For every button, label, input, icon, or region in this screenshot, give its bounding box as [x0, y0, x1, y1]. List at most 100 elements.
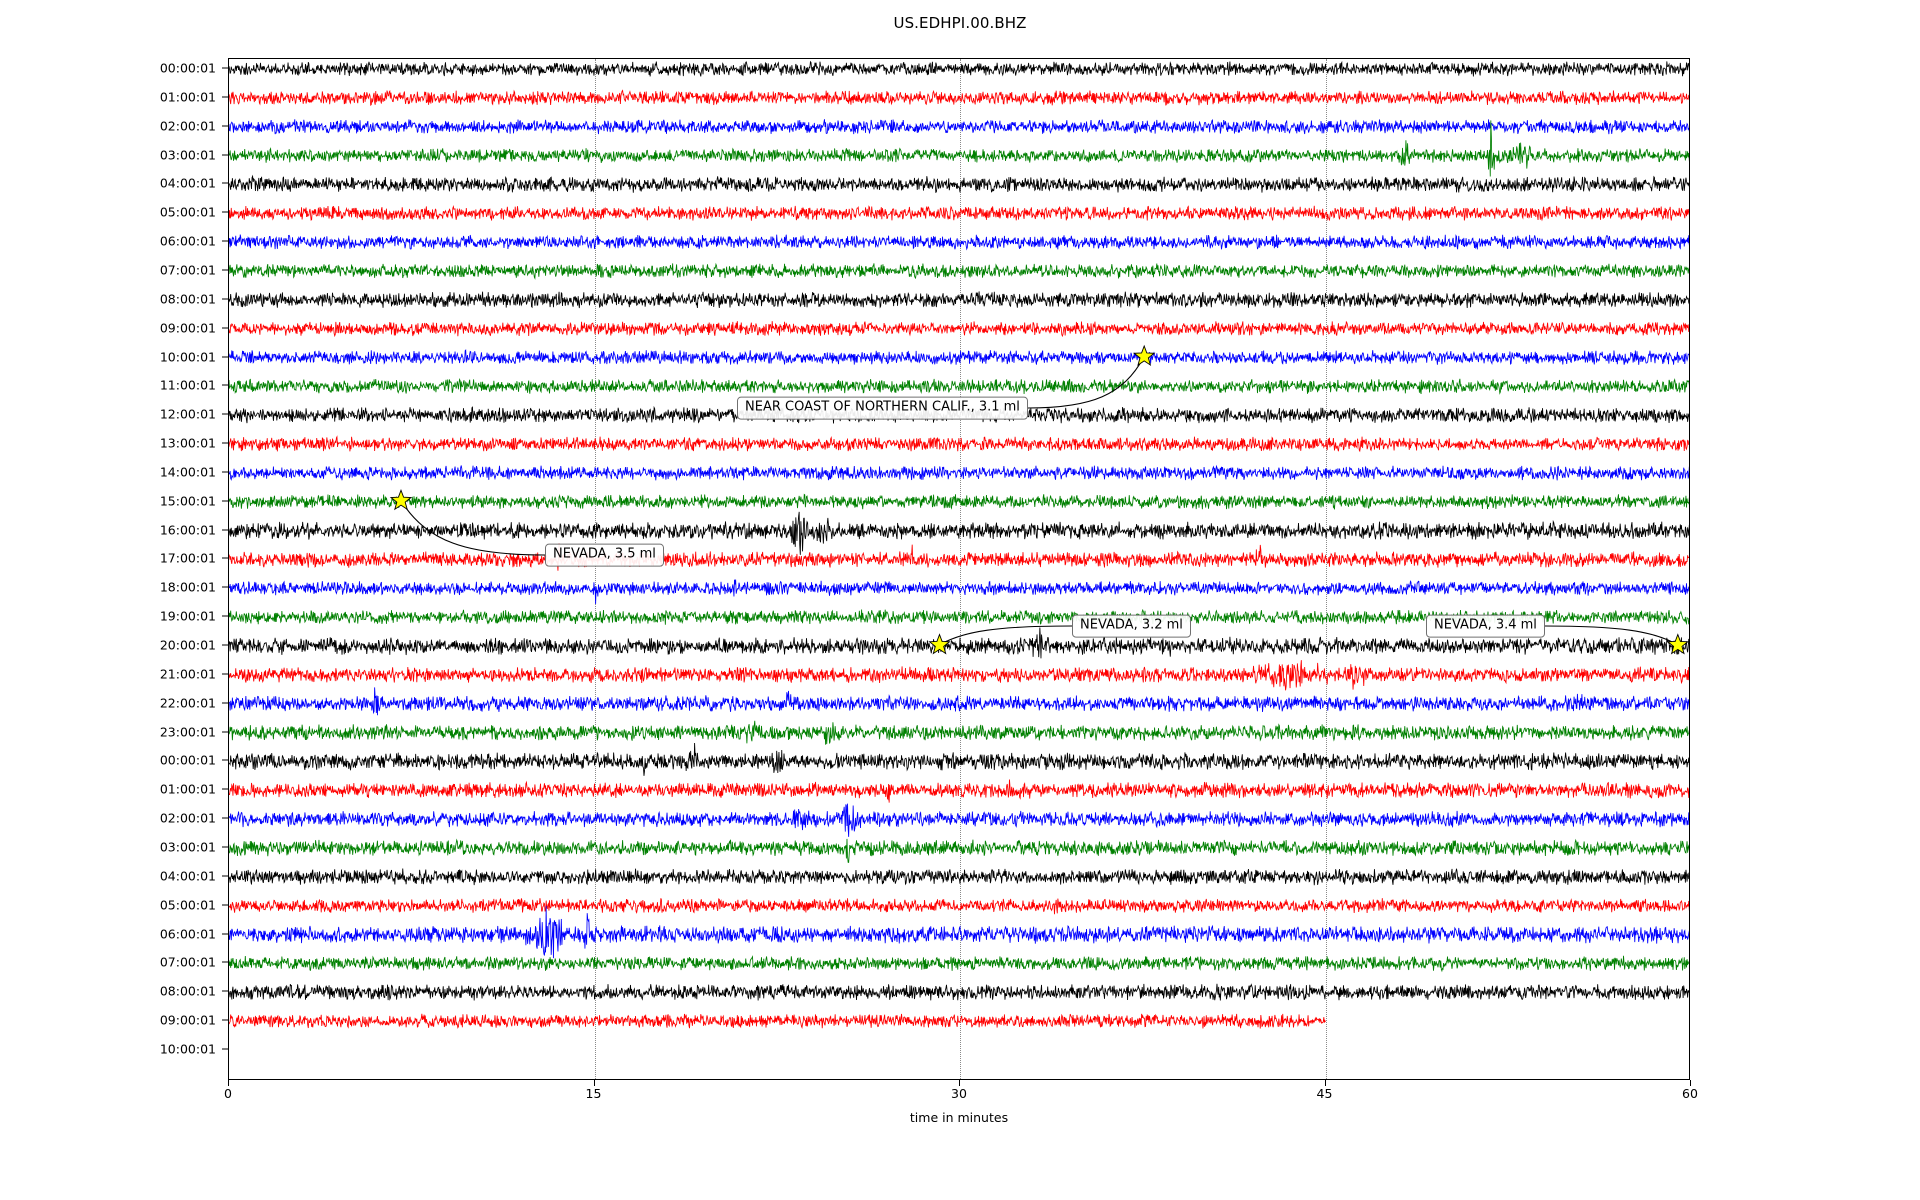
y-axis-tick-mark	[222, 1019, 228, 1021]
y-axis-tick-label: 18:00:01	[159, 579, 216, 595]
trace-line	[229, 803, 1689, 837]
y-axis-tick-mark	[222, 702, 228, 704]
y-axis-tick-label: 05:00:01	[159, 897, 216, 913]
trace-line	[229, 89, 1689, 106]
trace-line	[229, 898, 1689, 915]
plot-area	[228, 58, 1690, 1080]
y-axis-tick-label: 23:00:01	[159, 724, 216, 740]
y-axis-tick-label: 16:00:01	[159, 522, 216, 538]
seismic-traces	[229, 60, 1689, 1029]
y-axis-tick-mark	[222, 731, 228, 733]
y-axis-tick-mark	[222, 269, 228, 271]
y-axis-tick-mark	[222, 961, 228, 963]
y-axis-tick-mark	[222, 211, 228, 213]
y-axis-tick-mark	[222, 154, 228, 156]
y-axis-tick-label: 02:00:01	[159, 118, 216, 134]
y-axis-tick-label: 17:00:01	[159, 550, 216, 566]
trace-line	[229, 720, 1689, 745]
trace-line	[229, 660, 1689, 691]
trace-line	[229, 779, 1689, 803]
trace-line	[229, 234, 1689, 251]
x-axis-tick-mark	[593, 1080, 595, 1086]
trace-line	[229, 291, 1689, 309]
trace-line	[229, 435, 1689, 453]
grid-line	[594, 59, 596, 1079]
grid-line	[960, 59, 961, 1079]
y-axis-tick-mark	[222, 125, 228, 127]
trace-line	[229, 543, 1689, 571]
y-axis-tick-mark	[222, 846, 228, 848]
traces-container	[229, 59, 1689, 1079]
y-axis-tick-label: 21:00:01	[159, 666, 216, 682]
y-axis-tick-mark	[222, 557, 228, 559]
y-axis-tick-mark	[222, 615, 228, 617]
x-axis-tick-label: 0	[224, 1086, 232, 1101]
y-axis-tick-mark	[222, 182, 228, 184]
trace-line	[229, 579, 1689, 604]
trace-line	[229, 378, 1689, 395]
y-axis-tick-mark	[222, 240, 228, 242]
y-axis-tick-mark	[222, 586, 228, 588]
x-axis-tick-label: 30	[951, 1086, 967, 1101]
y-axis-tick-label: 14:00:01	[159, 464, 216, 480]
y-axis-tick-label: 10:00:01	[159, 349, 216, 364]
y-axis-tick-mark	[222, 67, 228, 69]
trace-line	[229, 320, 1689, 338]
trace-line	[229, 262, 1689, 280]
y-axis-tick-label: 09:00:01	[159, 1012, 216, 1028]
annot-nevada-35[interactable]: NEVADA, 3.5 ml	[545, 543, 664, 567]
y-axis-tick-label: 01:00:01	[159, 89, 216, 105]
y-axis-tick-label: 08:00:01	[159, 983, 216, 999]
y-axis-tick-label: 00:00:01	[159, 752, 216, 768]
y-axis-tick-label: 08:00:01	[159, 291, 216, 307]
trace-line	[229, 955, 1689, 973]
trace-line	[229, 60, 1689, 77]
y-axis-tick-mark	[222, 817, 228, 819]
trace-line	[229, 742, 1689, 776]
y-axis-tick-label: 04:00:01	[159, 868, 216, 884]
y-axis-tick-label: 07:00:01	[159, 262, 216, 278]
x-axis-tick-mark	[1690, 1080, 1691, 1086]
y-axis-tick-label: 01:00:01	[159, 781, 216, 797]
trace-line	[229, 838, 1689, 863]
trace-line	[229, 1013, 1326, 1029]
y-axis-tick-label: 19:00:01	[159, 608, 216, 624]
trace-line	[229, 464, 1689, 481]
annot-nevada-34[interactable]: NEVADA, 3.4 ml	[1426, 614, 1545, 638]
y-axis-tick-mark	[222, 990, 228, 992]
x-axis-tick-label: 15	[585, 1086, 602, 1101]
trace-line	[229, 687, 1689, 716]
y-axis-tick-label: 02:00:01	[159, 810, 216, 826]
y-axis-tick-mark	[222, 788, 228, 790]
trace-line	[229, 983, 1689, 1001]
y-axis-tick-mark	[222, 644, 228, 646]
y-axis-tick-label: 10:00:01	[159, 1041, 216, 1057]
page-title: US.EDHPI.00.BHZ	[893, 14, 1027, 32]
annot-near-coast-calif[interactable]: NEAR COAST OF NORTHERN CALIF., 3.1 ml	[737, 396, 1028, 420]
y-axis-tick-label: 12:00:01	[159, 406, 216, 422]
y-axis-tick-mark	[222, 298, 228, 300]
trace-line	[229, 868, 1689, 886]
y-axis-tick-label: 04:00:01	[159, 175, 216, 191]
y-axis-tick-mark	[222, 471, 228, 473]
y-axis-tick-mark	[222, 904, 228, 906]
y-axis-tick-mark	[222, 442, 228, 444]
annot-nevada-32[interactable]: NEVADA, 3.2 ml	[1072, 614, 1191, 638]
x-axis-tick-mark	[228, 1080, 229, 1086]
x-axis-label: time in minutes	[909, 1110, 1009, 1125]
y-axis-tick-mark	[222, 356, 228, 357]
y-axis-tick-mark	[222, 413, 228, 415]
grid-line	[1325, 59, 1327, 1079]
x-axis-tick-mark	[959, 1080, 960, 1086]
y-axis-tick-label: 11:00:01	[159, 377, 216, 393]
y-axis-tick-mark	[222, 96, 228, 98]
y-axis-tick-label: 03:00:01	[159, 839, 216, 855]
trace-line	[229, 349, 1689, 365]
y-axis-tick-mark	[222, 384, 228, 386]
y-axis-tick-mark	[222, 327, 228, 329]
y-axis-tick-mark	[222, 933, 228, 934]
trace-line	[229, 493, 1689, 510]
trace-line	[229, 174, 1689, 194]
trace-line	[229, 205, 1689, 222]
